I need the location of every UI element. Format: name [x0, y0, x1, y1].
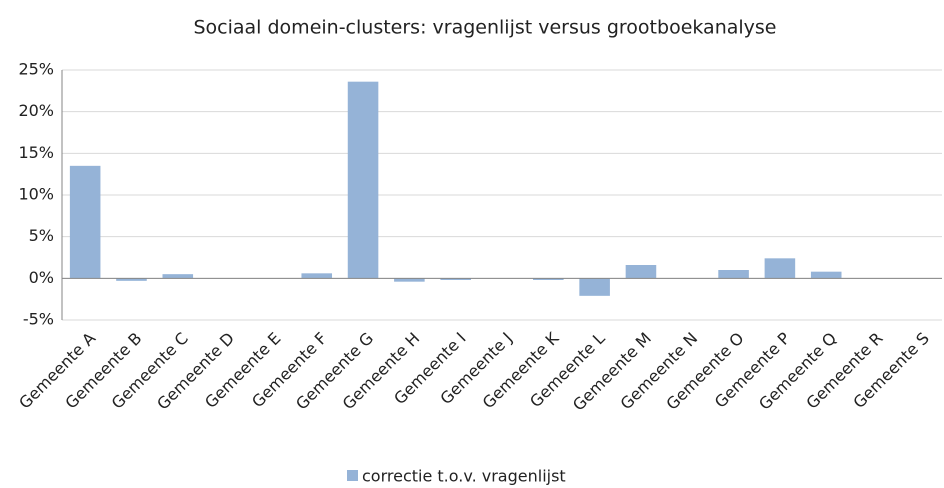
bar — [69, 165, 101, 279]
bar — [347, 81, 379, 279]
y-tick-label: 25% — [18, 60, 54, 79]
legend-label: correctie t.o.v. vragenlijst — [362, 467, 566, 486]
bar — [718, 270, 749, 279]
bar — [301, 273, 333, 279]
bar — [810, 271, 842, 279]
bar — [533, 278, 564, 280]
bar — [579, 278, 610, 296]
bar — [625, 265, 657, 279]
y-tick-label: -5% — [23, 310, 54, 329]
y-tick-label: 5% — [29, 226, 54, 245]
y-tick-label: 10% — [18, 185, 54, 204]
y-tick-label: 0% — [29, 268, 54, 287]
bar — [116, 278, 147, 281]
bar — [764, 258, 796, 279]
chart-title: Sociaal domein-clusters: vragenlijst ver… — [193, 17, 776, 39]
bar — [440, 278, 471, 280]
y-tick-label: 20% — [18, 101, 54, 120]
bar — [394, 278, 425, 282]
y-tick-label: 15% — [18, 143, 54, 162]
legend-swatch — [347, 470, 358, 481]
bar — [162, 274, 194, 279]
